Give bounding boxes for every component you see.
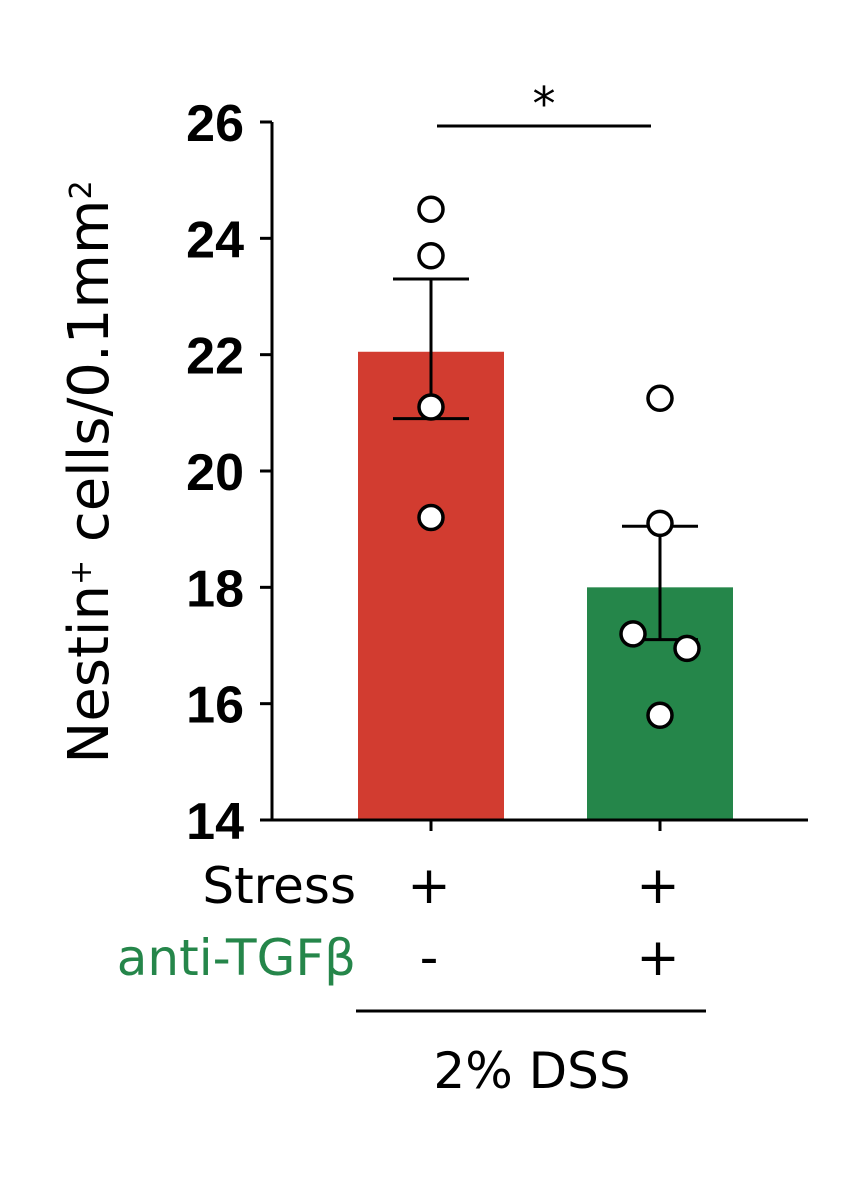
y-tick-label-24: 24 [186,211,244,269]
data-point-2-3 [619,620,647,648]
data-point-1-1 [417,195,445,223]
row-1-sign-2: + [636,856,680,916]
y-tick-label-18: 18 [186,560,244,618]
y-axis-label-part-1: Nestin [57,585,122,764]
row-2-sign-2: + [636,928,680,988]
data-point-2-5 [646,701,674,730]
data-point-1-4 [417,503,445,532]
bar-1 [358,351,504,820]
data-point-2-2 [646,509,674,538]
row-1-sign-1: + [407,856,451,916]
y-tick-label-26: 26 [186,95,244,153]
y-axis-label-part-4: 2 [64,180,99,199]
row-2-sign-1: - [420,928,439,988]
y-tick-label-22: 22 [186,328,244,386]
row-label-2: anti-TGFβ [117,929,356,987]
data-point-1-3 [417,393,445,421]
y-axis-label-part-2: + [64,560,99,585]
y-tick-label-20: 20 [186,444,244,502]
significance-marker: * [533,77,556,131]
data-point-1-2 [417,242,445,270]
data-point-2-4 [673,634,701,663]
y-tick-label-14: 14 [186,793,244,851]
group-label: 2% DSS [433,1042,630,1100]
y-axis-label: Nestin+ cells/0.1mm2 [57,180,122,763]
data-point-2-1 [646,384,674,413]
y-axis-label-part-3: cells/0.1mm [57,200,122,560]
row-label-1: Stress [202,857,356,915]
y-tick-label-16: 16 [186,677,244,735]
